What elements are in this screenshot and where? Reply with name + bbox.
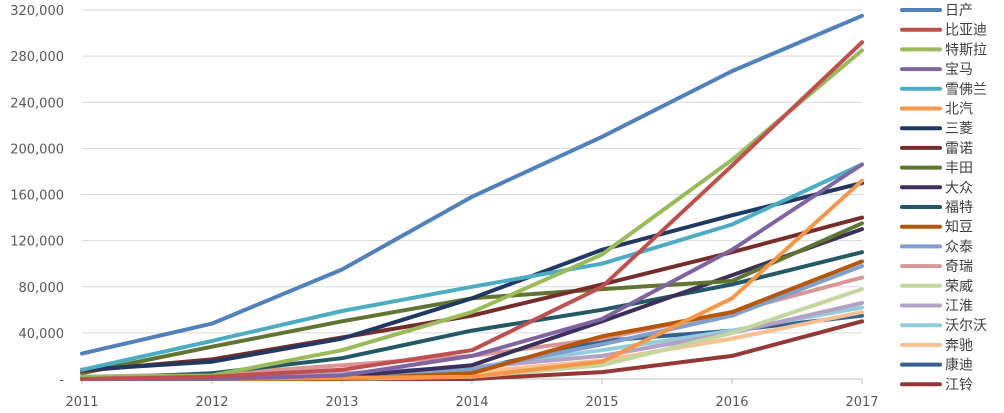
series-line-11 bbox=[80, 250, 864, 381]
y-tick-label: 280,000 bbox=[10, 50, 64, 65]
legend-label: 众泰 bbox=[945, 239, 973, 255]
y-tick-label: - bbox=[59, 373, 64, 388]
series-line-5 bbox=[80, 162, 864, 372]
series-line-2 bbox=[80, 40, 864, 381]
y-tick-label: 320,000 bbox=[10, 4, 64, 19]
series-line-8 bbox=[80, 215, 864, 373]
series-line-4 bbox=[80, 162, 864, 381]
x-tick-label: 2013 bbox=[325, 395, 358, 410]
legend-label: 比亚迪 bbox=[945, 23, 987, 39]
y-tick-label: 200,000 bbox=[10, 142, 64, 157]
y-tick-label: 40,000 bbox=[19, 327, 65, 342]
legend-label: 特斯拉 bbox=[945, 42, 987, 58]
series-line-1 bbox=[80, 13, 864, 356]
x-tick-label: 2011 bbox=[65, 395, 98, 410]
legend-label: 大众 bbox=[945, 180, 973, 196]
x-tick-label: 2017 bbox=[845, 395, 878, 410]
series-line-7 bbox=[80, 181, 864, 372]
legend-label: 江淮 bbox=[945, 299, 973, 315]
legend-label: 康迪 bbox=[945, 357, 973, 374]
y-tick-label: 240,000 bbox=[10, 96, 64, 111]
legend-label: 沃尔沃 bbox=[945, 318, 987, 334]
legend-label: 荣威 bbox=[945, 279, 973, 295]
legend-label: 福特 bbox=[945, 200, 973, 216]
legend-label: 知豆 bbox=[945, 219, 973, 236]
legend-label: 宝马 bbox=[945, 62, 973, 78]
legend-label: 雷诺 bbox=[945, 141, 973, 157]
x-tick-label: 2016 bbox=[715, 395, 748, 410]
legend-label: 日产 bbox=[945, 3, 973, 19]
legend-label: 奔驰 bbox=[945, 338, 973, 354]
legend-label: 三菱 bbox=[945, 121, 973, 137]
legend-label: 北汽 bbox=[945, 102, 973, 118]
x-tick-label: 2015 bbox=[585, 395, 618, 410]
y-tick-label: 80,000 bbox=[19, 281, 65, 296]
y-tick-label: 120,000 bbox=[10, 235, 64, 250]
legend-label: 雪佛兰 bbox=[945, 82, 987, 98]
legend-label: 江铃 bbox=[945, 377, 973, 393]
x-tick-label: 2014 bbox=[455, 395, 488, 410]
legend-label: 奇瑞 bbox=[945, 258, 973, 275]
y-tick-label: 160,000 bbox=[10, 189, 64, 204]
legend-label: 丰田 bbox=[945, 161, 973, 177]
x-tick-label: 2012 bbox=[195, 395, 228, 410]
